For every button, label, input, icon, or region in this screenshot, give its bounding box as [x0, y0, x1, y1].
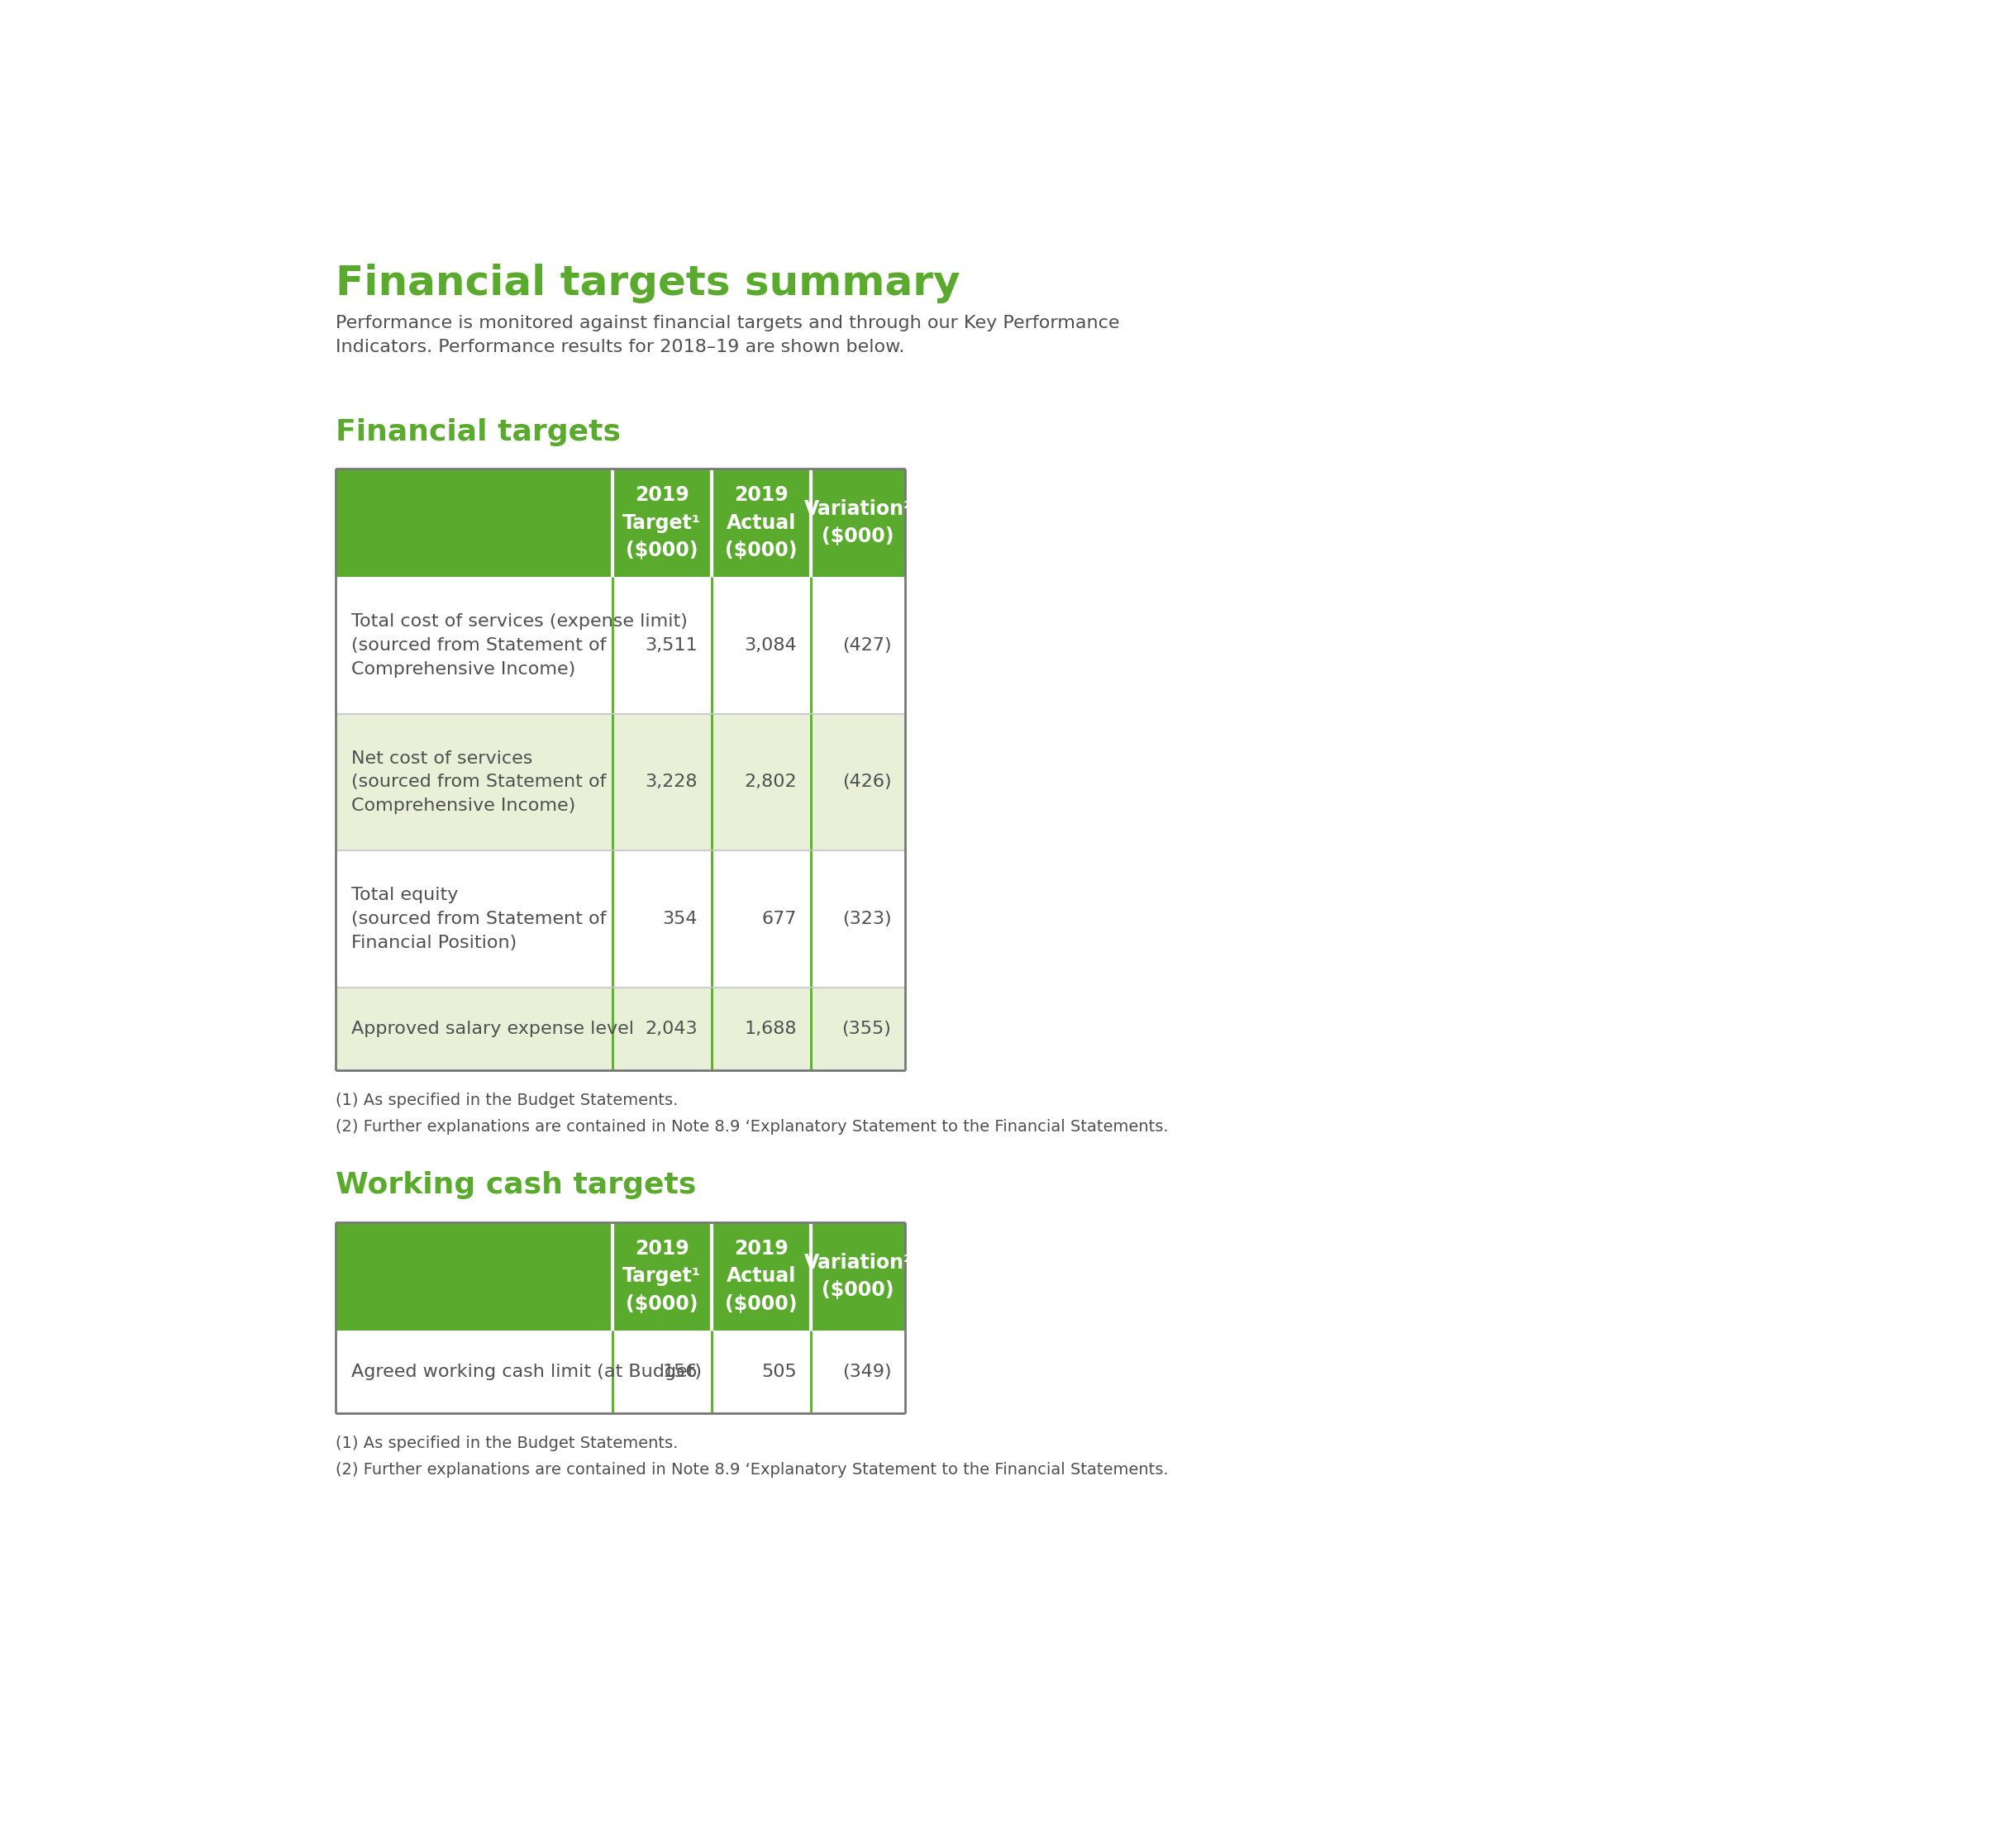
Text: 2,043: 2,043	[645, 1020, 698, 1037]
Text: Total cost of services (expense limit)
(sourced from Statement of
Comprehensive : Total cost of services (expense limit) (…	[351, 614, 687, 678]
Text: 2019
Target¹
($000): 2019 Target¹ ($000)	[623, 485, 702, 561]
Text: (426): (426)	[843, 774, 891, 790]
Text: 2019
Actual
($000): 2019 Actual ($000)	[726, 485, 796, 561]
Text: 2019
Actual
($000): 2019 Actual ($000)	[726, 1239, 796, 1314]
Text: Net cost of services
(sourced from Statement of
Comprehensive Income): Net cost of services (sourced from State…	[351, 750, 607, 814]
Text: (1) As specified in the Budget Statements.: (1) As specified in the Budget Statement…	[335, 1435, 677, 1450]
Text: 354: 354	[663, 910, 698, 926]
Bar	[335, 577, 905, 713]
Text: 156: 156	[663, 1364, 698, 1380]
Bar	[335, 1222, 905, 1331]
Text: Variation²
($000): Variation² ($000)	[804, 1252, 913, 1299]
Text: Working cash targets: Working cash targets	[335, 1171, 696, 1200]
Bar	[335, 851, 905, 987]
Text: Approved salary expense level: Approved salary expense level	[351, 1020, 633, 1037]
Text: (2) Further explanations are contained in Note 8.9 ‘Explanatory Statement to the: (2) Further explanations are contained i…	[335, 1119, 1167, 1134]
Text: 2,802: 2,802	[744, 774, 796, 790]
Bar	[335, 469, 905, 577]
Text: Agreed working cash limit (at Budget): Agreed working cash limit (at Budget)	[351, 1364, 702, 1380]
Text: 3,511: 3,511	[645, 638, 698, 654]
Text: 2019
Target¹
($000): 2019 Target¹ ($000)	[623, 1239, 702, 1314]
Text: 3,084: 3,084	[744, 638, 796, 654]
Text: (1) As specified in the Budget Statements.: (1) As specified in the Budget Statement…	[335, 1092, 677, 1108]
Bar	[335, 987, 905, 1070]
Text: Financial targets summary: Financial targets summary	[335, 265, 960, 303]
Text: 1,688: 1,688	[744, 1020, 796, 1037]
Text: Performance is monitored against financial targets and through our Key Performan: Performance is monitored against financi…	[335, 314, 1119, 357]
Text: Variation²
($000): Variation² ($000)	[804, 500, 913, 546]
Text: (355): (355)	[843, 1020, 891, 1037]
Text: (323): (323)	[843, 910, 891, 926]
Bar	[335, 713, 905, 851]
Text: 3,228: 3,228	[645, 774, 698, 790]
Text: (349): (349)	[843, 1364, 891, 1380]
Text: Total equity
(sourced from Statement of
Financial Position): Total equity (sourced from Statement of …	[351, 888, 607, 950]
Text: Financial targets: Financial targets	[335, 417, 621, 447]
Bar	[335, 1331, 905, 1413]
Text: (2) Further explanations are contained in Note 8.9 ‘Explanatory Statement to the: (2) Further explanations are contained i…	[335, 1461, 1167, 1478]
Text: 677: 677	[762, 910, 796, 926]
Text: 505: 505	[762, 1364, 796, 1380]
Text: (427): (427)	[843, 638, 891, 654]
